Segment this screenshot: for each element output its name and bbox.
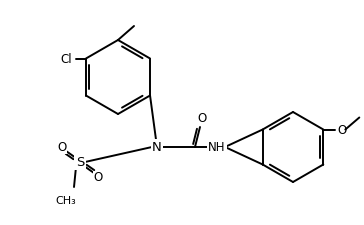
Text: O: O	[94, 171, 103, 184]
Text: CH₃: CH₃	[56, 195, 76, 205]
Text: S: S	[76, 156, 84, 169]
Text: N: N	[152, 141, 162, 154]
Text: O: O	[337, 124, 347, 136]
Text: O: O	[58, 141, 67, 154]
Text: O: O	[197, 112, 207, 124]
Text: NH: NH	[208, 141, 226, 154]
Text: Cl: Cl	[60, 53, 72, 66]
